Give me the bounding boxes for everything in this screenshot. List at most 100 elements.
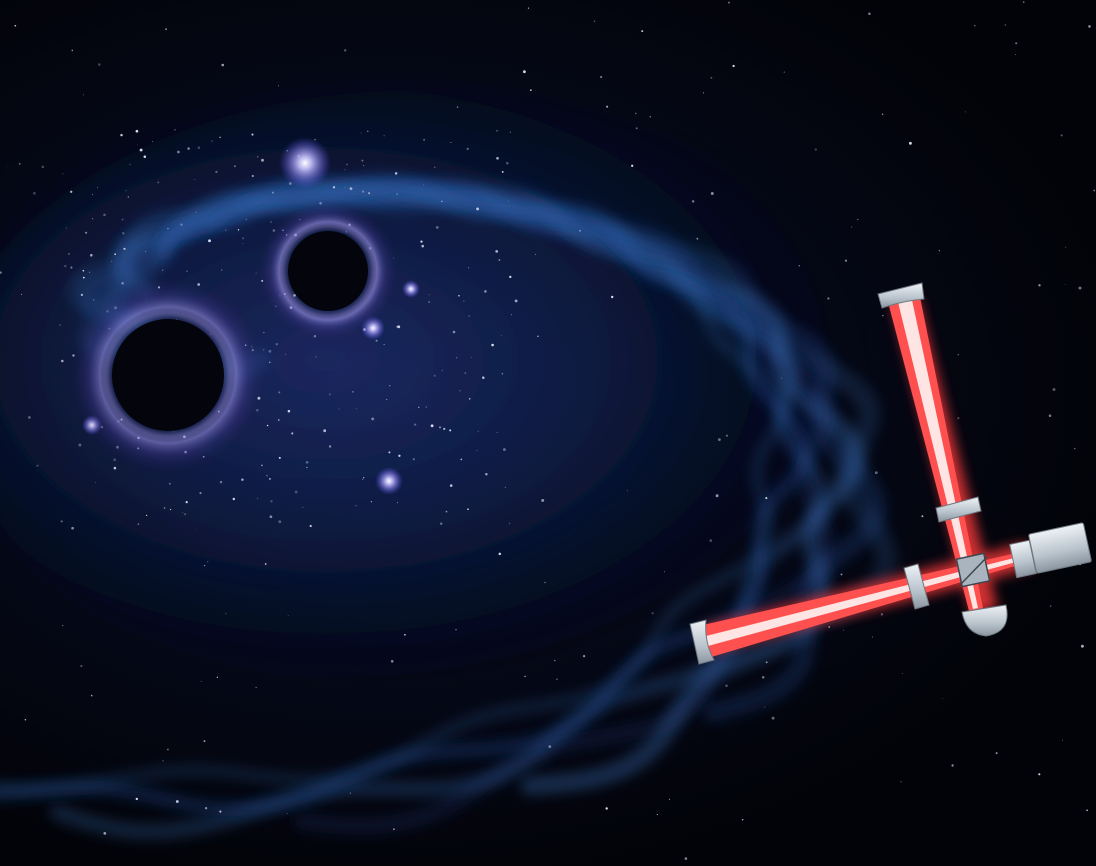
star — [691, 200, 695, 203]
star — [285, 353, 287, 355]
star — [169, 508, 172, 511]
star — [455, 357, 458, 359]
star — [439, 522, 443, 526]
star — [375, 339, 378, 342]
star — [428, 294, 430, 296]
star — [88, 271, 91, 273]
star — [59, 324, 61, 326]
star — [1062, 739, 1063, 741]
star — [466, 147, 469, 151]
star — [349, 792, 352, 794]
star — [20, 293, 23, 295]
star — [257, 156, 259, 158]
star — [251, 133, 254, 136]
star — [92, 218, 94, 220]
star — [219, 136, 221, 138]
star — [114, 253, 116, 256]
star — [1004, 24, 1007, 26]
star — [152, 140, 154, 143]
star — [33, 191, 36, 195]
star — [266, 424, 269, 427]
star — [80, 293, 84, 297]
star — [764, 706, 766, 708]
star — [120, 133, 123, 137]
star — [871, 636, 873, 638]
star — [430, 424, 434, 428]
star — [271, 191, 274, 194]
black-hole-small-icon — [256, 199, 400, 343]
star — [78, 443, 82, 447]
star — [278, 520, 282, 524]
star — [167, 748, 169, 751]
star — [257, 497, 259, 499]
star — [491, 343, 494, 347]
star — [456, 106, 459, 108]
star — [270, 221, 272, 223]
star — [393, 828, 395, 831]
star — [361, 159, 364, 162]
star — [221, 63, 225, 67]
star — [270, 500, 273, 503]
star — [828, 626, 831, 628]
star — [396, 326, 398, 328]
star — [725, 684, 728, 688]
star — [137, 144, 139, 146]
star — [207, 561, 209, 563]
star — [702, 92, 705, 94]
star — [175, 800, 179, 803]
star — [194, 178, 196, 181]
star — [468, 315, 471, 317]
star — [771, 716, 775, 720]
star — [900, 781, 902, 783]
star — [496, 156, 499, 160]
star — [255, 686, 257, 688]
star — [241, 478, 244, 481]
star — [501, 170, 504, 173]
star — [82, 94, 85, 96]
star — [476, 449, 478, 451]
star — [62, 173, 64, 175]
star — [90, 694, 93, 697]
star — [1065, 246, 1067, 248]
star — [413, 423, 417, 426]
star — [180, 223, 183, 226]
star — [523, 70, 526, 74]
star — [535, 253, 537, 255]
bright-star — [279, 137, 331, 189]
star — [268, 349, 272, 353]
star — [219, 480, 223, 484]
star — [501, 372, 504, 375]
star — [798, 264, 801, 267]
star — [162, 760, 164, 762]
star — [82, 276, 85, 279]
star — [85, 231, 88, 234]
star — [383, 135, 385, 137]
star — [242, 243, 244, 244]
star — [225, 612, 227, 615]
star — [995, 752, 998, 755]
star — [182, 512, 184, 514]
star — [305, 460, 309, 464]
star — [396, 193, 398, 195]
star — [544, 581, 546, 584]
star — [554, 659, 556, 662]
star — [346, 163, 348, 166]
star — [529, 89, 532, 92]
star — [349, 187, 353, 191]
star — [251, 174, 254, 178]
star — [368, 192, 371, 195]
star — [412, 458, 415, 461]
star — [463, 300, 465, 302]
star — [728, 1, 730, 4]
star — [421, 244, 425, 248]
star — [524, 675, 526, 678]
star — [455, 628, 457, 631]
star — [315, 356, 317, 358]
star — [367, 130, 369, 132]
star — [167, 227, 169, 230]
star — [93, 299, 95, 301]
star — [269, 361, 271, 364]
star — [1060, 134, 1063, 137]
